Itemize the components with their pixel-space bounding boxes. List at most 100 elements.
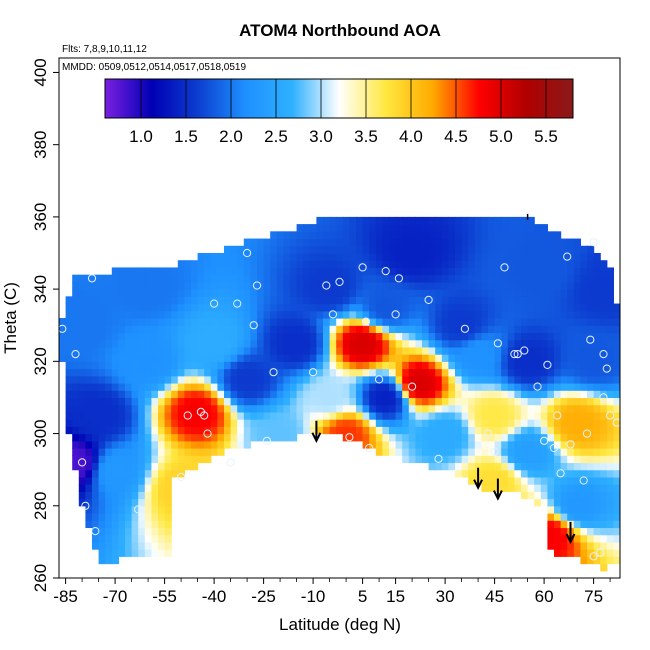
heatmap-cell: [441, 253, 449, 261]
heatmap-cell: [171, 419, 179, 427]
heatmap-cell: [85, 469, 93, 478]
heatmap-cell: [296, 339, 304, 348]
heatmap-cell: [85, 390, 93, 399]
heatmap-cell: [111, 390, 119, 399]
heatmap-cell: [481, 274, 489, 283]
heatmap-cell: [481, 411, 489, 420]
heatmap-cell: [356, 397, 364, 406]
heatmap-cell: [105, 390, 113, 399]
heatmap-cell: [554, 455, 562, 464]
heatmap-cell: [191, 361, 199, 370]
heatmap-cell: [224, 404, 232, 413]
heatmap-cell: [72, 274, 80, 283]
heatmap-cell: [131, 433, 139, 442]
heatmap-cell: [422, 245, 430, 254]
heatmap-cell: [204, 354, 212, 362]
heatmap-cell: [606, 433, 614, 442]
heatmap-cell: [105, 469, 113, 478]
heatmap-cell: [527, 440, 535, 449]
heatmap-cell: [547, 397, 555, 406]
heatmap-cell: [527, 491, 535, 500]
heatmap-cell: [494, 260, 502, 269]
heatmap-cell: [560, 289, 568, 297]
heatmap-cell: [72, 303, 80, 312]
heatmap-cell: [85, 368, 93, 377]
heatmap-cell: [507, 238, 515, 247]
heatmap-cell: [85, 484, 93, 492]
heatmap-cell: [441, 216, 449, 225]
heatmap-cell: [283, 354, 291, 362]
heatmap-cell: [349, 411, 357, 420]
heatmap-cell: [600, 411, 608, 420]
heatmap-cell: [362, 383, 370, 391]
heatmap-cell: [395, 346, 403, 355]
heatmap-cell: [461, 289, 469, 297]
heatmap-cell: [177, 354, 185, 362]
heatmap-cell: [158, 455, 166, 464]
heatmap-cell: [554, 310, 562, 319]
heatmap-cell: [263, 260, 271, 269]
heatmap-cell: [270, 361, 278, 370]
heatmap-cell: [290, 267, 298, 276]
heatmap-cell: [290, 419, 298, 427]
heatmap-cell: [217, 404, 225, 413]
heatmap-cell: [217, 289, 225, 297]
heatmap-cell: [547, 541, 555, 550]
heatmap-cell: [296, 375, 304, 384]
heatmap-cell: [85, 491, 93, 500]
heatmap-cell: [573, 390, 581, 399]
heatmap-cell: [402, 361, 410, 370]
sample-point: [381, 267, 390, 276]
heatmap-cell: [138, 448, 146, 456]
heatmap-cell: [527, 325, 535, 334]
heatmap-cell: [270, 354, 278, 362]
heatmap-cell: [573, 534, 581, 543]
heatmap-cell: [111, 440, 119, 449]
heatmap-cell: [375, 310, 383, 319]
heatmap-cell: [593, 520, 601, 529]
heatmap-cell: [600, 310, 608, 319]
heatmap-cell: [441, 332, 449, 341]
heatmap-cell: [92, 397, 100, 406]
heatmap-cell: [342, 245, 350, 254]
heatmap-cell: [283, 383, 291, 391]
heatmap-cell: [224, 361, 232, 370]
heatmap-cell: [250, 253, 258, 261]
heatmap-cell: [329, 375, 337, 384]
heatmap-cell: [375, 224, 383, 232]
heatmap-cell: [534, 440, 542, 449]
heatmap-cell: [171, 375, 179, 384]
heatmap-cell: [230, 346, 238, 355]
sample-point: [269, 368, 278, 377]
heatmap-cell: [375, 274, 383, 283]
heatmap-cell: [144, 361, 152, 370]
heatmap-cell: [375, 440, 383, 449]
heatmap-cell: [587, 491, 595, 500]
heatmap-cell: [164, 426, 172, 435]
heatmap-cell: [138, 534, 146, 543]
heatmap-cell: [560, 346, 568, 355]
heatmap-cell: [125, 397, 133, 406]
heatmap-cell: [290, 281, 298, 290]
heatmap-cell: [527, 426, 535, 435]
heatmap-cell: [356, 390, 364, 399]
heatmap-cell: [461, 404, 469, 413]
heatmap-cell: [587, 354, 595, 362]
heatmap-cell: [138, 404, 146, 413]
heatmap-cell: [494, 238, 502, 247]
heatmap-cell: [257, 383, 265, 391]
heatmap-cell: [580, 440, 588, 449]
heatmap-cell: [290, 346, 298, 355]
heatmap-cell: [461, 455, 469, 464]
heatmap-cell: [92, 541, 100, 550]
heatmap-cell: [375, 404, 383, 413]
heatmap-cell: [441, 440, 449, 449]
heatmap-cell: [395, 354, 403, 362]
heatmap-cell: [283, 289, 291, 297]
heatmap-cell: [92, 520, 100, 529]
heatmap-cell: [613, 476, 620, 485]
heatmap-cell: [303, 361, 311, 370]
heatmap-cell: [435, 354, 443, 362]
heatmap-cell: [230, 281, 238, 290]
heatmap-cell: [237, 260, 245, 269]
